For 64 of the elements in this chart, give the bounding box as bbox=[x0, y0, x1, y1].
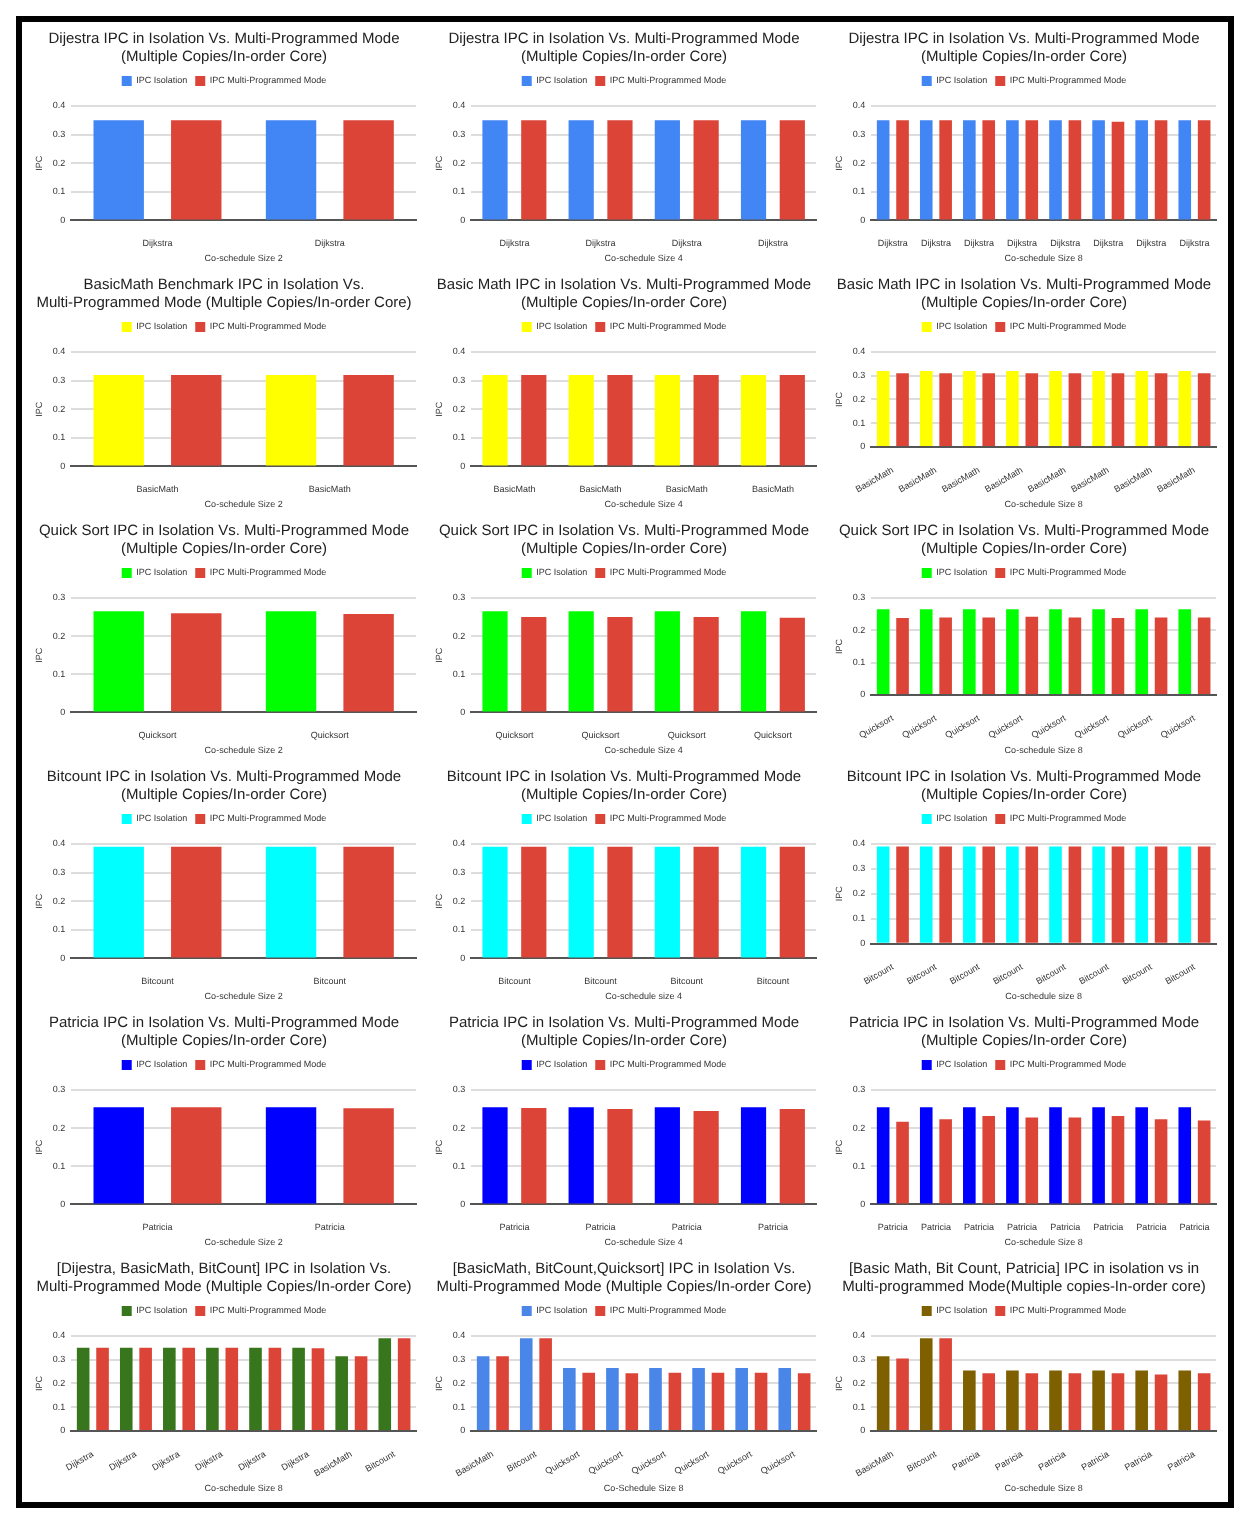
bar bbox=[1068, 1373, 1082, 1430]
bar bbox=[963, 1107, 976, 1204]
bar bbox=[1154, 1119, 1168, 1204]
bar bbox=[735, 1368, 748, 1430]
bar bbox=[919, 1107, 933, 1204]
bar bbox=[496, 1356, 509, 1430]
bar bbox=[1135, 1370, 1148, 1430]
bar bbox=[268, 1347, 282, 1430]
bar bbox=[311, 1348, 325, 1430]
bar bbox=[1006, 1370, 1019, 1430]
bar bbox=[963, 1370, 976, 1430]
bar bbox=[668, 1372, 682, 1430]
bar bbox=[96, 1347, 109, 1430]
bar bbox=[292, 1347, 305, 1430]
bar bbox=[582, 1372, 596, 1430]
bar bbox=[1068, 1117, 1082, 1204]
bar bbox=[692, 1368, 705, 1430]
bar bbox=[982, 1373, 996, 1430]
bar bbox=[378, 1338, 392, 1430]
bar bbox=[563, 1368, 576, 1430]
bar bbox=[1025, 1117, 1039, 1204]
bar bbox=[649, 1368, 662, 1430]
bar bbox=[1197, 1120, 1211, 1204]
bar bbox=[225, 1347, 239, 1430]
bar bbox=[711, 1372, 725, 1430]
bar bbox=[982, 1115, 996, 1204]
bar bbox=[119, 1347, 133, 1430]
bar bbox=[876, 1356, 890, 1430]
bar bbox=[754, 1372, 768, 1430]
bar bbox=[354, 1356, 368, 1430]
bar bbox=[1092, 1107, 1105, 1204]
bar bbox=[1111, 1115, 1125, 1204]
bar bbox=[1197, 1373, 1211, 1430]
bar bbox=[606, 1368, 619, 1430]
bar bbox=[797, 1373, 811, 1430]
bar bbox=[939, 1338, 952, 1430]
bar bbox=[163, 1347, 176, 1430]
bar bbox=[625, 1373, 639, 1430]
bar bbox=[1111, 1373, 1125, 1430]
bar bbox=[896, 1121, 909, 1204]
bar bbox=[1135, 1107, 1148, 1204]
bar bbox=[1025, 1373, 1039, 1430]
bar bbox=[76, 1347, 90, 1430]
bar bbox=[876, 1107, 890, 1204]
bar bbox=[206, 1347, 219, 1430]
bar bbox=[1092, 1370, 1105, 1430]
bar bbox=[939, 1119, 952, 1204]
bar bbox=[1049, 1370, 1062, 1430]
bar bbox=[139, 1347, 152, 1430]
bar bbox=[539, 1338, 552, 1430]
bar bbox=[182, 1347, 196, 1430]
bar bbox=[896, 1358, 909, 1430]
bar bbox=[397, 1338, 411, 1430]
bar bbox=[778, 1368, 792, 1430]
bar bbox=[335, 1356, 348, 1430]
bar bbox=[519, 1338, 533, 1430]
bar bbox=[919, 1338, 933, 1430]
bar bbox=[1049, 1107, 1062, 1204]
bar bbox=[1178, 1370, 1192, 1430]
bar bbox=[249, 1347, 262, 1430]
bar bbox=[1178, 1107, 1192, 1204]
bar bbox=[476, 1356, 490, 1430]
bar bbox=[1154, 1374, 1168, 1430]
bar bbox=[1006, 1107, 1019, 1204]
